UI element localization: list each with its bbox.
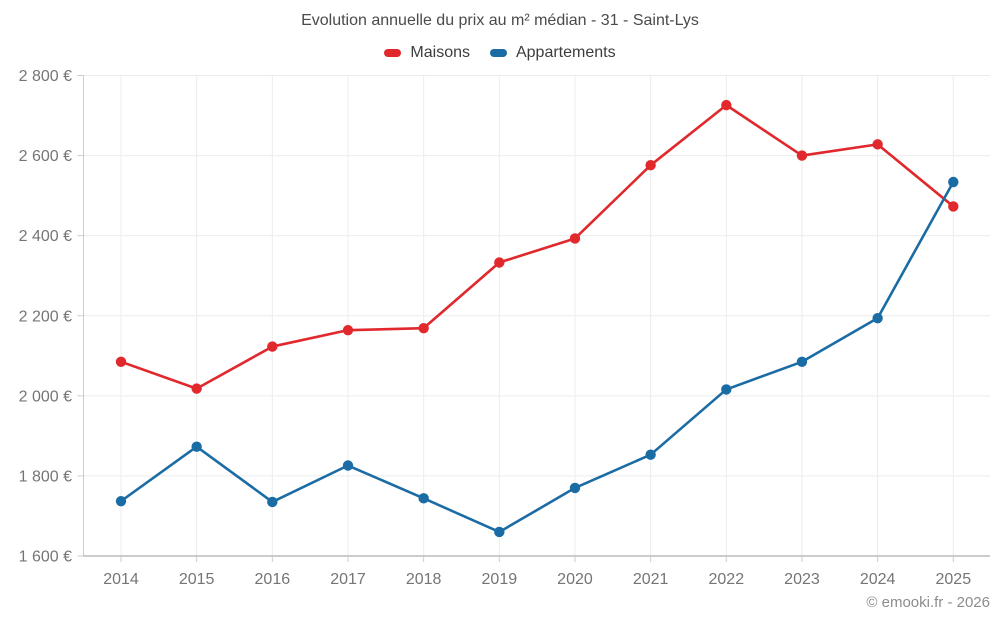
data-point-maisons-2017[interactable] bbox=[342, 324, 354, 336]
x-tick-label-2021: 2021 bbox=[633, 571, 669, 588]
x-tick-label-2023: 2023 bbox=[784, 571, 820, 588]
data-point-maisons-2023[interactable] bbox=[796, 150, 808, 161]
data-point-appartements-2023[interactable] bbox=[796, 356, 808, 367]
data-point-maisons-2022[interactable] bbox=[721, 99, 732, 111]
y-tick-label-2000: 2 000 € bbox=[19, 388, 72, 405]
data-point-appartements-2020[interactable] bbox=[569, 482, 581, 494]
appartements-swatch-icon bbox=[489, 49, 507, 57]
legend-label-maisons: Maisons bbox=[410, 44, 470, 61]
data-point-maisons-2015[interactable] bbox=[191, 383, 202, 394]
data-point-appartements-2021[interactable] bbox=[645, 449, 656, 460]
data-point-appartements-2014[interactable] bbox=[115, 495, 127, 507]
data-point-maisons-2019[interactable] bbox=[494, 257, 505, 268]
data-point-maisons-2025[interactable] bbox=[948, 201, 959, 212]
data-point-appartements-2018[interactable] bbox=[418, 493, 429, 504]
x-tick-label-2024: 2024 bbox=[860, 571, 896, 588]
y-tick-label-2400: 2 400 € bbox=[19, 228, 72, 245]
data-point-appartements-2017[interactable] bbox=[342, 460, 354, 471]
data-point-maisons-2024[interactable] bbox=[872, 139, 883, 150]
x-tick-label-2014: 2014 bbox=[103, 571, 139, 588]
series-line-appartements bbox=[119, 180, 955, 534]
data-point-appartements-2025[interactable] bbox=[948, 176, 959, 188]
x-tick-label-2025: 2025 bbox=[936, 571, 972, 588]
data-point-maisons-2021[interactable] bbox=[645, 159, 656, 171]
x-tick-label-2022: 2022 bbox=[709, 571, 745, 588]
x-tick-label-2020: 2020 bbox=[557, 571, 593, 588]
chart-legend: Maisons Appartements bbox=[0, 44, 1000, 62]
x-tick-label-2015: 2015 bbox=[179, 571, 215, 588]
series-line-maisons bbox=[119, 103, 955, 390]
data-point-appartements-2019[interactable] bbox=[494, 526, 505, 538]
y-tick-label-2600: 2 600 € bbox=[19, 148, 72, 165]
data-point-appartements-2022[interactable] bbox=[721, 384, 732, 395]
data-point-maisons-2018[interactable] bbox=[418, 322, 429, 334]
data-point-maisons-2020[interactable] bbox=[569, 233, 581, 244]
data-point-appartements-2016[interactable] bbox=[267, 496, 278, 508]
data-point-appartements-2024[interactable] bbox=[872, 312, 883, 324]
y-tick-label-2200: 2 200 € bbox=[19, 308, 72, 325]
legend-item-maisons[interactable]: Maisons bbox=[384, 44, 470, 62]
chart-title: Evolution annuelle du prix au m² médian … bbox=[301, 12, 699, 29]
data-point-maisons-2016[interactable] bbox=[267, 341, 278, 352]
y-tick-label-2800: 2 800 € bbox=[19, 68, 72, 85]
legend-item-appartements[interactable]: Appartements bbox=[489, 44, 616, 62]
x-tick-label-2019: 2019 bbox=[482, 571, 518, 588]
legend-label-appartements: Appartements bbox=[515, 44, 616, 61]
y-tick-label-1600: 1 600 € bbox=[19, 549, 72, 566]
x-tick-label-2018: 2018 bbox=[406, 571, 442, 588]
y-tick-label-1800: 1 800 € bbox=[19, 468, 72, 485]
copyright-text: © emooki.fr - 2026 bbox=[866, 594, 990, 611]
maisons-swatch-icon bbox=[384, 49, 402, 57]
x-tick-label-2016: 2016 bbox=[255, 571, 291, 588]
data-point-maisons-2014[interactable] bbox=[115, 356, 127, 367]
data-point-appartements-2015[interactable] bbox=[191, 441, 202, 452]
x-tick-label-2017: 2017 bbox=[330, 571, 366, 588]
